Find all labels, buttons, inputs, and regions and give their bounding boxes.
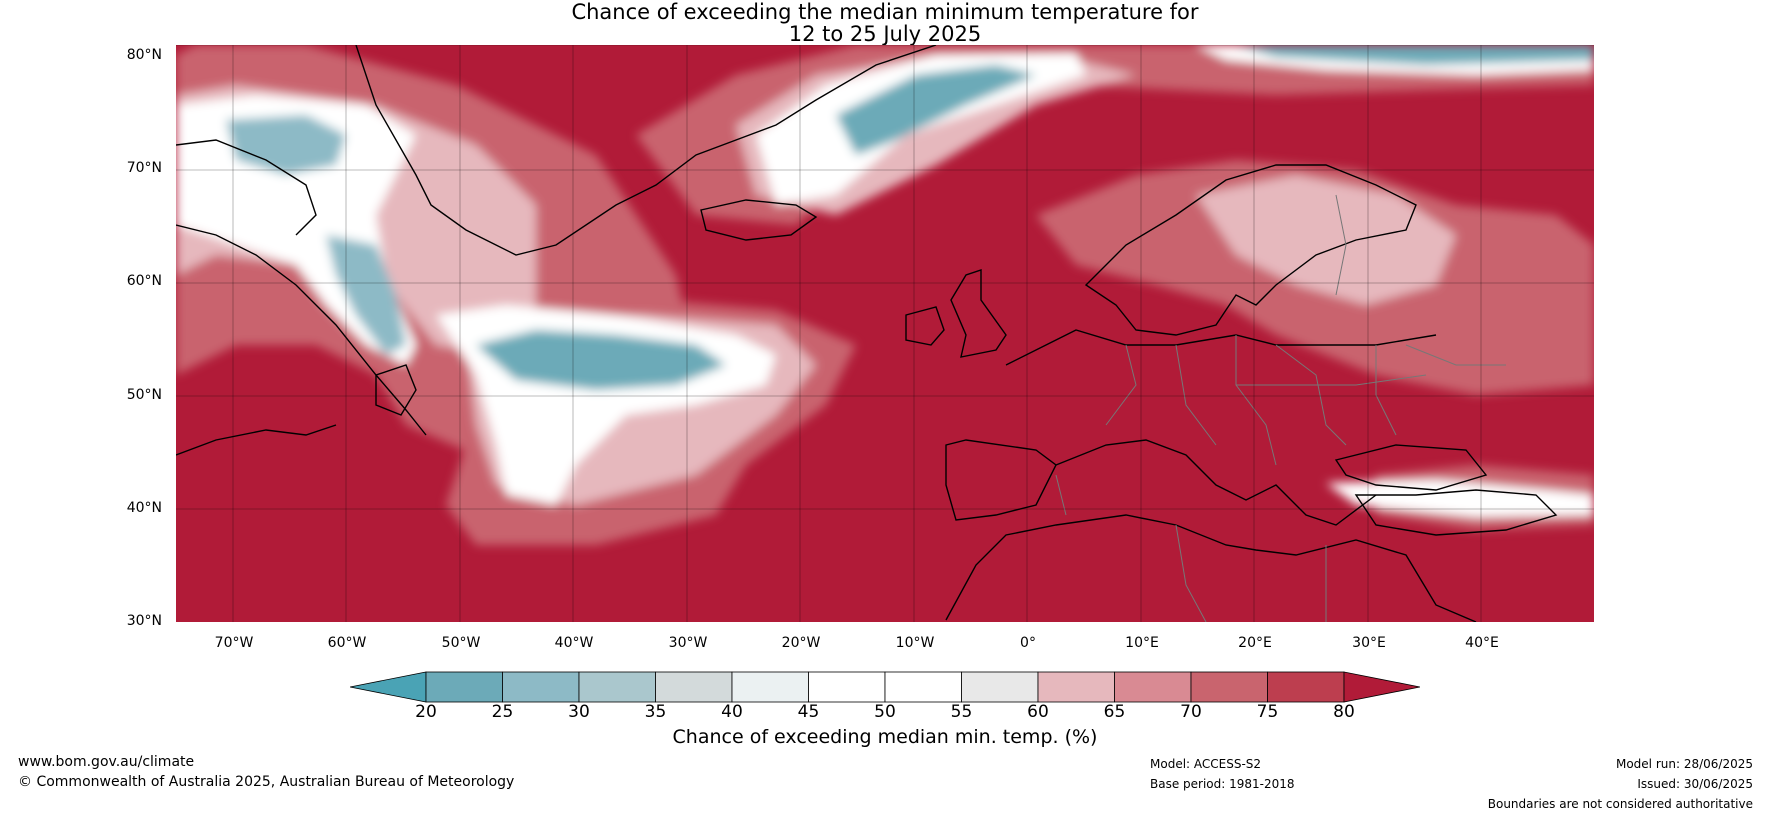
- lat-label-30n: 30°N: [126, 613, 162, 629]
- colorbar-tick-label: 80: [1333, 702, 1355, 722]
- map-title-line2: 12 to 25 July 2025: [788, 22, 982, 46]
- colorbar-extension-high: [1343, 671, 1420, 703]
- contour-20-35-atlantic: [476, 330, 726, 390]
- colorbar-segment: [884, 671, 962, 703]
- lon-label-40e: 40°E: [1465, 635, 1499, 651]
- lat-label-50n: 50°N: [126, 387, 162, 403]
- lon-label-20e: 20°E: [1238, 635, 1272, 651]
- contour-45-60-blacksea: [1326, 480, 1594, 517]
- colorbar-segment: [961, 671, 1039, 703]
- coast-britain: [950, 269, 1007, 358]
- colorbar-segment: [425, 671, 503, 703]
- contour-20-35-arctic-east: [1236, 45, 1594, 65]
- lat-label-70n: 70°N: [126, 160, 162, 176]
- lon-label-30e: 30°E: [1352, 635, 1386, 651]
- lon-label-40w: 40°W: [554, 635, 594, 651]
- coast-iberia: [945, 439, 1057, 521]
- colorbar: [350, 671, 1420, 703]
- contour-20-35-greenland-sea: [836, 65, 1036, 155]
- colorbar-segment: [578, 671, 656, 703]
- lon-label-10w: 10°W: [895, 635, 935, 651]
- probability-map: [176, 45, 1594, 622]
- coast-newfoundland: [375, 364, 417, 416]
- coast-greenland: [355, 45, 937, 256]
- colorbar-tick-label: 55: [950, 702, 973, 722]
- colorbar-tick-label: 65: [1103, 702, 1126, 722]
- lon-label-60w: 60°W: [327, 635, 367, 651]
- graticule: [176, 45, 1594, 622]
- lon-label-0: 0°: [1020, 635, 1036, 651]
- contour-60-65-scandinavia: [1196, 175, 1456, 305]
- lat-label-80n: 80°N: [126, 47, 162, 63]
- footer-model-run: Model run: 28/06/2025: [1615, 757, 1753, 771]
- coast-ireland: [905, 306, 945, 346]
- footer-model: Model: ACCESS-S2: [1150, 757, 1262, 771]
- lat-label-60n: 60°N: [126, 273, 162, 289]
- colorbar-segment: [502, 671, 580, 703]
- lon-label-10e: 10°E: [1125, 635, 1159, 651]
- coast-iceland: [700, 199, 818, 241]
- colorbar-segment: [655, 671, 733, 703]
- probability-contours: [176, 45, 1594, 545]
- lon-label-20w: 20°W: [781, 635, 821, 651]
- coast-mediterranean-north: [1055, 439, 1377, 526]
- country-borders: [1055, 194, 1506, 622]
- footer-disclaimer: Boundaries are not considered authoritat…: [1487, 797, 1753, 811]
- colorbar-segment: [1037, 671, 1115, 703]
- colorbar-label: Chance of exceeding median min. temp. (%…: [672, 726, 1098, 748]
- colorbar-tick-label: 20: [415, 702, 437, 722]
- coast-labrador: [176, 224, 427, 436]
- lon-label-70w: 70°W: [214, 635, 254, 651]
- colorbar-tick-label: 35: [644, 702, 667, 722]
- footer-issued: Issued: 30/06/2025: [1637, 777, 1753, 791]
- footer-url: www.bom.gov.au/climate: [18, 754, 195, 770]
- colorbar-tick-label: 25: [491, 702, 514, 722]
- coast-baffin: [176, 139, 317, 236]
- colorbar-tick-label: 60: [1027, 702, 1049, 722]
- colorbar-segment: [731, 671, 809, 703]
- colorbar-tick-label: 50: [874, 702, 896, 722]
- lat-label-40n: 40°N: [126, 500, 162, 516]
- colorbar-segment: [808, 671, 886, 703]
- colorbar-extension-low: [350, 671, 427, 703]
- colorbar-tick-label: 45: [797, 702, 820, 722]
- contour-45-60-greenland-sea: [756, 53, 1086, 205]
- lon-label-30w: 30°W: [668, 635, 708, 651]
- contour-20-35-labrador: [226, 115, 346, 175]
- coast-turkey: [1354, 489, 1558, 536]
- footer-copyright: © Commonwealth of Australia 2025, Austra…: [18, 774, 515, 790]
- map-title-line1: Chance of exceeding the median minimum t…: [571, 0, 1199, 24]
- colorbar-tick-label: 75: [1256, 702, 1279, 722]
- colorbar-tick-label: 30: [568, 702, 590, 722]
- coast-scandinavia: [1084, 164, 1417, 336]
- coast-africa-north: [945, 514, 1477, 622]
- colorbar-segment: [1267, 671, 1345, 703]
- colorbar-segment: [1114, 671, 1192, 703]
- coast-nova-scotia: [176, 424, 337, 456]
- coast-blacksea: [1334, 444, 1488, 491]
- lon-label-50w: 50°W: [441, 635, 481, 651]
- footer-base-period: Base period: 1981-2018: [1150, 777, 1295, 791]
- colorbar-tick-label: 40: [721, 702, 743, 722]
- colorbar-segment: [1190, 671, 1268, 703]
- contour-20-35-davis: [326, 235, 406, 355]
- colorbar-tick-label: 70: [1180, 702, 1202, 722]
